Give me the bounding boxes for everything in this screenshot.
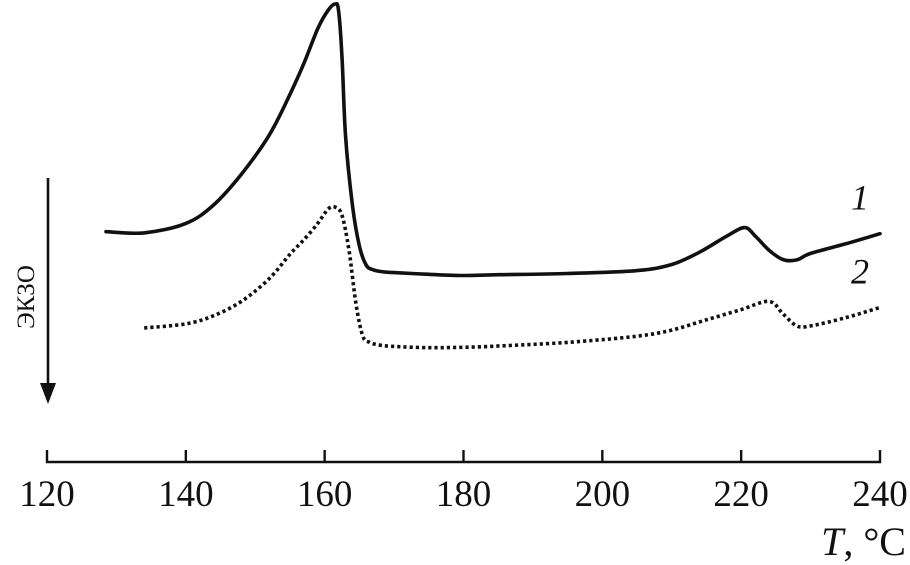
x-tick-label: 120 [19, 474, 75, 515]
x-axis: 120 140 160 180 200 220 240 [19, 450, 908, 515]
y-axis-label: ЭКЗО [13, 265, 40, 329]
x-axis-title-unit: , °C [843, 519, 906, 564]
x-tick-label: 160 [297, 474, 353, 515]
series-label-2: 2 [851, 252, 869, 292]
series-labels: 12 [851, 178, 869, 292]
x-axis-title: T, °C [821, 519, 906, 564]
x-tick-label: 140 [158, 474, 214, 515]
x-tick-label: 180 [436, 474, 492, 515]
x-tick-label: 200 [575, 474, 631, 515]
exo-arrow [40, 178, 56, 404]
plot-area [104, 1, 882, 350]
x-tick-label: 240 [852, 474, 908, 515]
exo-arrow-head [40, 383, 56, 404]
x-axis-title-symbol: T [821, 519, 846, 564]
series-label-1: 1 [851, 178, 869, 218]
series-line-2 [144, 204, 881, 350]
series-line-1 [104, 1, 882, 278]
x-tick-label: 220 [713, 474, 769, 515]
